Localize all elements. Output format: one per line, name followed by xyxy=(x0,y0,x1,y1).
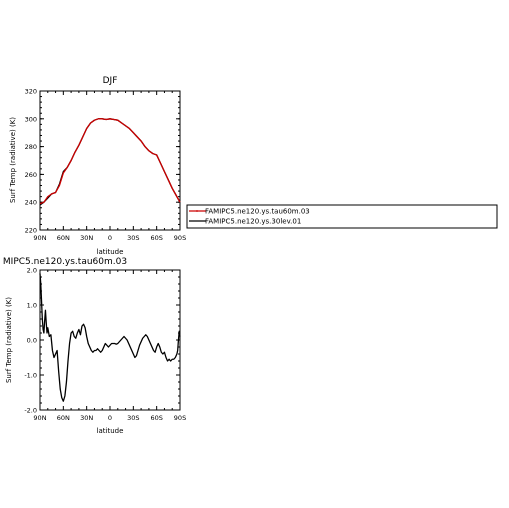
legend-box xyxy=(186,204,498,229)
y-tick-label: 300 xyxy=(25,115,37,123)
x-tick-label: 30N xyxy=(80,234,93,242)
top-chart-xlabel: latitude xyxy=(97,248,124,256)
y-tick-label: 1.0 xyxy=(27,302,37,310)
chart-panel-1: 90N 60N 30N 0 30S 60S 90S 220 240 260 280 300 320 xyxy=(25,88,187,243)
x-tick-label: 0 xyxy=(108,414,112,422)
x-tick-label: 60N xyxy=(57,234,70,242)
x-tick-label: 60S xyxy=(150,234,162,242)
x-tick-label: 90N xyxy=(33,234,46,242)
y-tick-label: 320 xyxy=(25,88,37,96)
series-line-1 xyxy=(39,118,181,205)
y-tick-label: 280 xyxy=(25,143,37,151)
bottom-chart-ylabel: Surf Temp (radiative) (K) xyxy=(5,297,13,383)
y-tick-label: 0.0 xyxy=(27,337,37,345)
x-tick-label: 90S xyxy=(174,414,186,422)
top-chart-ylabel: Surf Temp (radiative) (K) xyxy=(9,117,17,203)
y-tick-label: 2.0 xyxy=(27,267,37,275)
y-tick-label: 240 xyxy=(25,199,37,207)
y-tick-label: -1.0 xyxy=(24,372,37,380)
x-tick-label: 60S xyxy=(150,414,162,422)
chart-panel-2: 90N 60N 30N 0 30S 60S 90S -2.0 -1.0 0.0 1.0 2.0 xyxy=(24,267,186,423)
legend-label-2: FAMIPC5.ne120.ys.30lev.01 xyxy=(205,218,301,226)
plot-frame xyxy=(39,269,181,411)
legend-marker-1 xyxy=(196,210,198,212)
x-tick-label: 30S xyxy=(127,234,139,242)
x-tick-label: 0 xyxy=(108,234,112,242)
bottom-chart-title: MIPC5.ne120.ys.tau60m.03 xyxy=(3,257,127,267)
series-line-2 xyxy=(39,118,181,206)
x-tick-label: 60N xyxy=(57,414,70,422)
legend-label-1: FAMIPC5.ne120.ys.tau60m.03 xyxy=(205,208,310,216)
x-tick-label: 30N xyxy=(80,414,93,422)
series-line-1 xyxy=(39,273,181,402)
top-chart-title: DJF xyxy=(103,76,118,86)
y-tick-label: -2.0 xyxy=(24,407,37,415)
x-tick-label: 30S xyxy=(127,414,139,422)
legend: FAMIPC5.ne120.ys.tau60m.03 FAMIPC5.ne120… xyxy=(186,204,498,229)
x-tick-label: 90N xyxy=(33,414,46,422)
y-tick-label: 260 xyxy=(25,171,37,179)
y-tick-label: 220 xyxy=(25,227,37,235)
x-tick-label: 90S xyxy=(174,234,186,242)
bottom-chart-xlabel: latitude xyxy=(97,427,124,435)
